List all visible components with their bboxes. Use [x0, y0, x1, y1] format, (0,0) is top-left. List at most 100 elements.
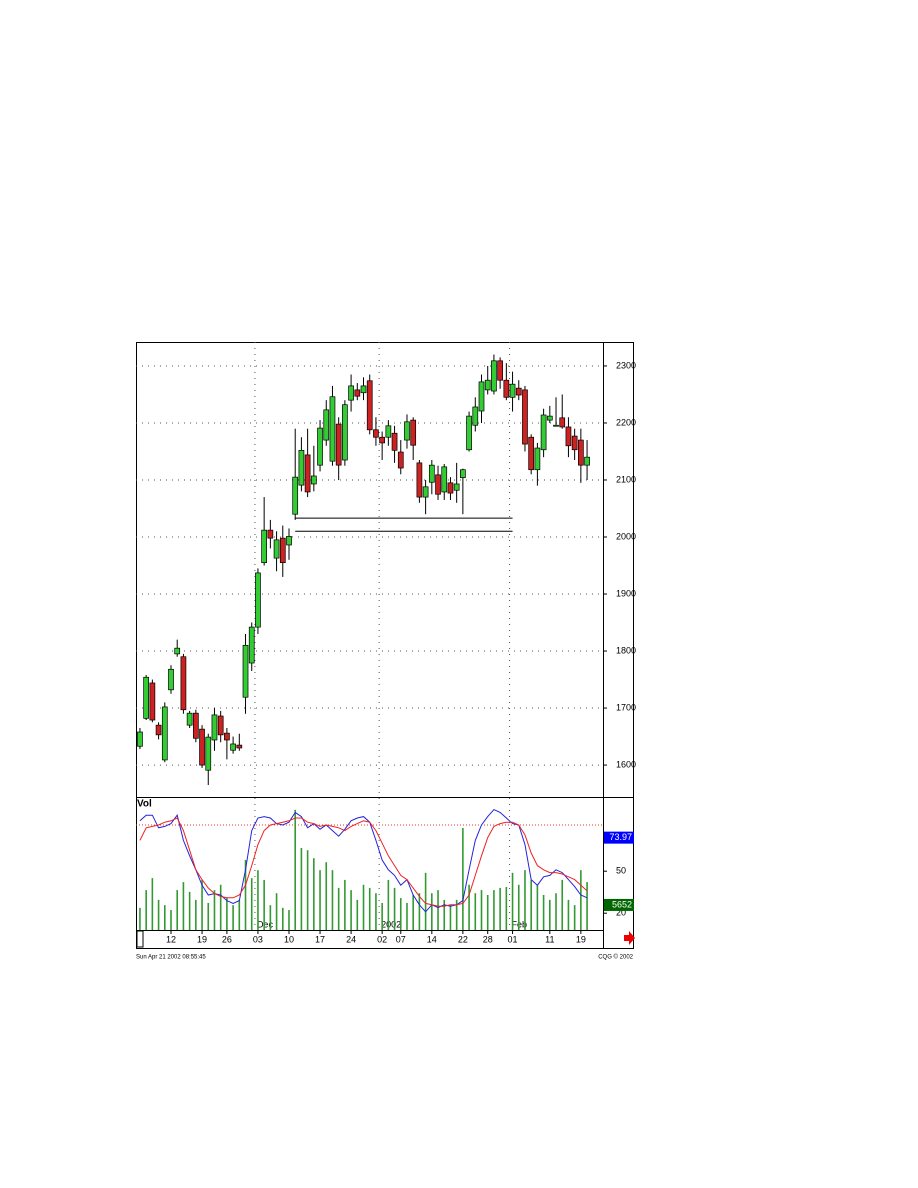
- volume-bar: [561, 879, 564, 930]
- volume-bar: [238, 899, 241, 930]
- candle-body: [553, 424, 559, 427]
- candle-body: [515, 387, 522, 396]
- volume-bar: [480, 890, 483, 930]
- value-marker: [604, 831, 634, 844]
- value-marker-label: 73.97: [609, 832, 632, 842]
- x-tick-label: 10: [284, 934, 294, 944]
- volume-bar: [294, 809, 296, 930]
- candle-body: [236, 744, 243, 749]
- volume-bar: [375, 893, 377, 930]
- y-tick-label: 20: [616, 908, 626, 918]
- volume-bar: [455, 899, 458, 930]
- volume-bar: [530, 879, 532, 930]
- scroll-arrow[interactable]: [624, 931, 635, 945]
- chart-frame: [136, 342, 634, 949]
- y-tick-label: 1800: [616, 645, 636, 655]
- candle-body: [497, 360, 503, 381]
- volume-bar: [139, 907, 141, 930]
- volume-bar: [536, 884, 539, 930]
- volume-bar: [263, 879, 265, 930]
- volume-bar: [555, 893, 557, 930]
- candle-body: [385, 425, 392, 438]
- volume-bar: [319, 870, 321, 930]
- volume-bar: [313, 858, 315, 930]
- candle-body: [317, 427, 323, 466]
- candle-body: [391, 432, 398, 451]
- volume-bar: [449, 905, 452, 930]
- candle-body: [192, 712, 199, 739]
- x-tick-label: 26: [222, 934, 232, 944]
- volume-bar: [443, 899, 446, 930]
- candle-body: [323, 409, 330, 441]
- volume-bar: [350, 890, 352, 930]
- volume-bar: [163, 905, 166, 930]
- candle-body: [584, 456, 590, 466]
- volume-bar: [505, 886, 508, 930]
- candle-body: [342, 404, 348, 461]
- candle-body: [397, 451, 404, 469]
- x-tick-label: 28: [483, 934, 493, 944]
- x-tick-label: 24: [346, 934, 356, 944]
- candle-body: [578, 439, 584, 466]
- volume-bar: [201, 879, 203, 930]
- volume-bar: [226, 898, 228, 930]
- candle-body: [460, 469, 466, 479]
- volume-bar: [387, 879, 390, 930]
- volume-bar: [462, 828, 464, 930]
- candle-body: [292, 476, 299, 515]
- volume-bar: [300, 847, 303, 930]
- candle-body: [428, 464, 435, 483]
- x-tick-label: 19: [576, 934, 586, 944]
- y-tick-label: 1600: [616, 759, 636, 769]
- y-tick-label: 50: [616, 866, 626, 876]
- volume-bar: [257, 870, 259, 930]
- candle-body: [528, 436, 535, 471]
- volume-bar: [219, 884, 222, 930]
- value-marker-label: 5652: [612, 899, 632, 909]
- volume-bar: [356, 899, 359, 930]
- candle-body: [186, 712, 193, 726]
- candle-body: [447, 482, 454, 494]
- volume-bar: [325, 862, 328, 930]
- volume-bar: [337, 887, 340, 930]
- volume-bar: [344, 879, 346, 930]
- volume-bar: [288, 910, 290, 930]
- candle-body: [366, 380, 373, 431]
- candle-body: [161, 706, 168, 761]
- volume-bar: [431, 893, 433, 930]
- candle-body: [503, 379, 510, 398]
- x-tick-label: 19: [197, 934, 207, 944]
- candle-body: [540, 414, 547, 451]
- candle-body: [217, 715, 224, 736]
- candle-body: [298, 449, 305, 486]
- scroll-handle[interactable]: [136, 930, 144, 948]
- volume-bar: [170, 910, 172, 930]
- volume-bar: [244, 859, 247, 930]
- candle-body: [137, 731, 143, 747]
- footer-right: CQG © 2002: [598, 954, 633, 961]
- volume-bar: [195, 899, 197, 930]
- candle-body: [286, 536, 292, 546]
- candle-body: [211, 714, 218, 741]
- panel-title: Vol: [137, 799, 152, 810]
- candle-body: [472, 406, 479, 426]
- volume-bar: [362, 884, 365, 930]
- candle-body: [559, 417, 566, 428]
- candle-body: [304, 454, 311, 493]
- volume-bar: [306, 850, 309, 930]
- candle-body: [149, 682, 156, 721]
- y-tick-label: 1900: [616, 588, 636, 598]
- volume-bar: [524, 870, 526, 930]
- candle-body: [279, 537, 286, 564]
- volume-bar: [151, 878, 154, 930]
- volume-bar: [573, 905, 576, 930]
- volume-bar: [188, 891, 191, 930]
- x-tick-label: 14: [427, 934, 437, 944]
- candle-body: [310, 475, 317, 485]
- volume-bar: [250, 878, 253, 930]
- volume-bar: [580, 870, 582, 930]
- volume-bar: [157, 899, 160, 930]
- x-tick-label: 01: [508, 934, 518, 944]
- candle-body: [478, 381, 485, 412]
- volume-bar: [213, 890, 216, 930]
